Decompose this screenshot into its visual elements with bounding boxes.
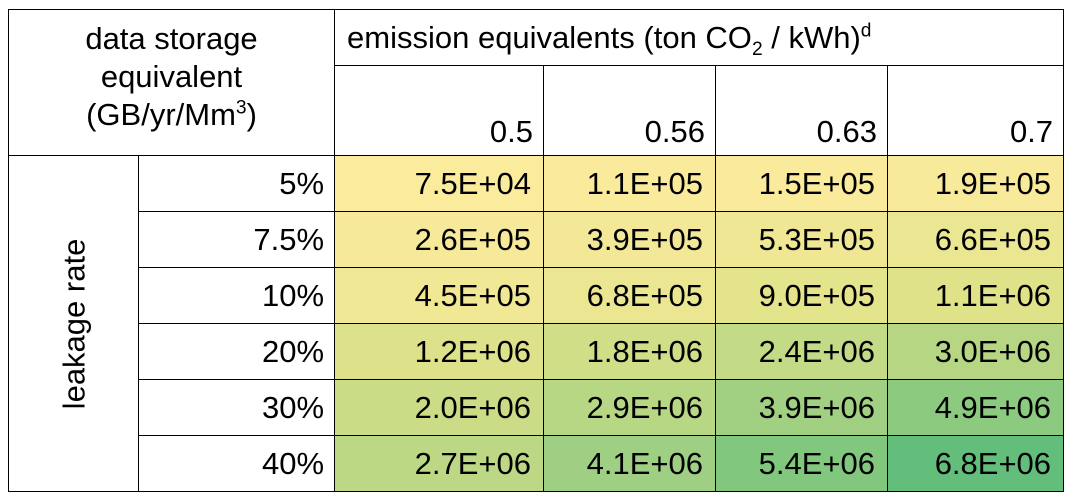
- table-cell: 1.2E+06: [334, 323, 545, 380]
- row-label: 30%: [137, 379, 336, 436]
- row-group-label: leakage rate: [56, 238, 91, 409]
- table-cell: 3.9E+06: [715, 379, 889, 436]
- table-cell: 1.1E+06: [887, 267, 1065, 324]
- row-label: 7.5%: [137, 211, 336, 268]
- table-cell: 2.0E+06: [334, 379, 545, 436]
- table-cell: 6.8E+06: [887, 435, 1065, 492]
- table-cell: 4.1E+06: [543, 435, 717, 492]
- table-row: 40% 2.7E+06 4.1E+06 5.4E+06 6.8E+06: [9, 435, 1065, 492]
- column-header-3: 0.7: [887, 65, 1065, 156]
- corner-line-3: (GB/yr/Mm3): [86, 96, 257, 132]
- column-header-2: 0.63: [715, 65, 889, 156]
- row-label: 5%: [137, 155, 336, 212]
- table-cell: 2.7E+06: [334, 435, 545, 492]
- table-cell: 2.9E+06: [543, 379, 717, 436]
- table-cell: 5.3E+05: [715, 211, 889, 268]
- table-cell: 1.1E+05: [543, 155, 717, 212]
- table-row: 7.5% 2.6E+05 3.9E+05 5.3E+05 6.6E+05: [9, 211, 1065, 268]
- table-row: leakage rate 5% 7.5E+04 1.1E+05 1.5E+05 1.9E+…: [8, 155, 1065, 492]
- row-label: 40%: [137, 435, 336, 492]
- row-label: 20%: [137, 323, 336, 380]
- corner-line-2: equivalent: [100, 58, 243, 94]
- table-cell: 4.9E+06: [887, 379, 1065, 436]
- data-table: data storage equivalent (GB/yr/Mm3) emis…: [7, 9, 1065, 492]
- table-cell: 1.8E+06: [543, 323, 717, 380]
- table-cell: 6.8E+05: [543, 267, 717, 324]
- table-cell: 5.4E+06: [715, 435, 889, 492]
- table-row: 30% 2.0E+06 2.9E+06 3.9E+06 4.9E+06: [9, 379, 1065, 436]
- column-header-1: 0.56: [543, 65, 717, 156]
- table-cell: 7.5E+04: [334, 155, 545, 212]
- table-cell: 3.0E+06: [887, 323, 1065, 380]
- corner-label: data storage equivalent (GB/yr/Mm3): [7, 9, 336, 156]
- row-group-header: leakage rate: [8, 155, 139, 492]
- header-row-1: data storage equivalent (GB/yr/Mm3) emis…: [7, 9, 1065, 156]
- table-cell: 3.9E+05: [543, 211, 717, 268]
- column-header-0: 0.5: [334, 65, 545, 156]
- table-cell: 1.5E+05: [715, 155, 889, 212]
- table-row: 20% 1.2E+06 1.8E+06 2.4E+06 3.0E+06: [9, 323, 1065, 380]
- corner-line-1: data storage: [85, 21, 258, 56]
- table-cell: 1.9E+05: [887, 155, 1065, 212]
- row-label: 10%: [137, 267, 336, 324]
- table-cell: 6.6E+05: [887, 211, 1065, 268]
- table-row: 10% 4.5E+05 6.8E+05 9.0E+05 1.1E+06: [9, 267, 1065, 324]
- table-cell: 4.5E+05: [334, 267, 545, 324]
- column-group-header: emission equivalents (ton CO2 / kWh)d: [334, 9, 1065, 66]
- table-cell: 2.4E+06: [715, 323, 889, 380]
- table-cell: 9.0E+05: [715, 267, 889, 324]
- table-cell: 2.6E+05: [334, 211, 545, 268]
